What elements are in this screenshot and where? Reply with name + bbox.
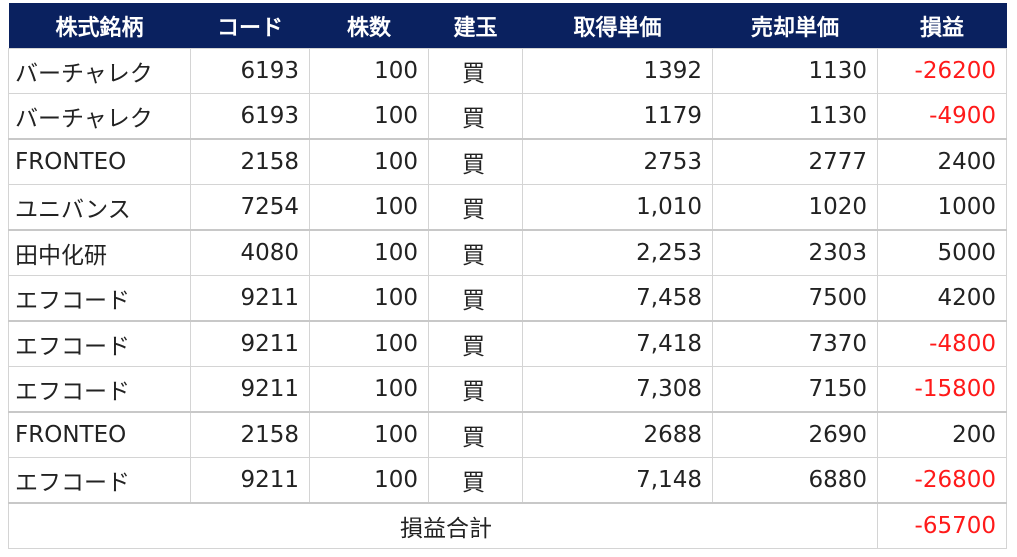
cell-shares: 100	[309, 184, 429, 231]
cell-buy-price: 7,148	[522, 457, 713, 504]
header-profit-loss: 損益	[877, 3, 1007, 49]
cell-code: 6193	[190, 48, 310, 94]
cell-position: 買	[428, 457, 523, 504]
cell-shares: 100	[309, 138, 429, 185]
cell-sell-price: 2690	[712, 411, 878, 458]
cell-sell-price: 7150	[712, 366, 878, 413]
cell-shares: 100	[309, 48, 429, 94]
cell-stock-name: ユニバンス	[8, 184, 191, 231]
cell-buy-price: 7,458	[522, 275, 713, 322]
header-row: 株式銘柄 コード 株数 建玉 取得単価 売却単価 損益	[8, 3, 1007, 49]
cell-stock-name: FRONTEO	[8, 138, 191, 185]
cell-stock-name: バーチャレク	[8, 93, 191, 140]
table-row: バーチャレク 6193 100 買 1392 1130 -26200	[8, 48, 1007, 94]
cell-stock-name: FRONTEO	[8, 411, 191, 458]
table-row: エフコード 9211 100 買 7,308 7150 -15800	[8, 366, 1007, 413]
header-code: コード	[190, 3, 310, 49]
table-row: ユニバンス 7254 100 買 1,010 1020 1000	[8, 184, 1007, 231]
cell-stock-name: エフコード	[8, 320, 191, 367]
cell-buy-price: 1392	[522, 48, 713, 94]
cell-buy-price: 2688	[522, 411, 713, 458]
cell-shares: 100	[309, 93, 429, 140]
cell-position: 買	[428, 48, 523, 94]
cell-shares: 100	[309, 366, 429, 413]
header-shares: 株数	[309, 3, 429, 49]
cell-code: 2158	[190, 411, 310, 458]
cell-buy-price: 7,418	[522, 320, 713, 367]
cell-stock-name: 田中化研	[8, 229, 191, 276]
cell-position: 買	[428, 184, 523, 231]
cell-code: 6193	[190, 93, 310, 140]
header-position: 建玉	[428, 3, 523, 49]
table-row: FRONTEO 2158 100 買 2688 2690 200	[8, 411, 1007, 458]
table-row: バーチャレク 6193 100 買 1179 1130 -4900	[8, 93, 1007, 140]
cell-position: 買	[428, 320, 523, 367]
cell-code: 7254	[190, 184, 310, 231]
table-row: 田中化研 4080 100 買 2,253 2303 5000	[8, 229, 1007, 276]
table-row: エフコード 9211 100 買 7,418 7370 -4800	[8, 320, 1007, 367]
cell-profit-loss: 1000	[877, 184, 1007, 231]
cell-sell-price: 2303	[712, 229, 878, 276]
cell-sell-price: 1130	[712, 48, 878, 94]
cell-profit-loss: -15800	[877, 366, 1007, 413]
cell-position: 買	[428, 138, 523, 185]
cell-position: 買	[428, 411, 523, 458]
total-label: 損益合計	[8, 502, 878, 549]
cell-buy-price: 1179	[522, 93, 713, 140]
cell-buy-price: 2753	[522, 138, 713, 185]
cell-shares: 100	[309, 275, 429, 322]
cell-sell-price: 7500	[712, 275, 878, 322]
cell-position: 買	[428, 93, 523, 140]
cell-shares: 100	[309, 411, 429, 458]
cell-profit-loss: 200	[877, 411, 1007, 458]
cell-profit-loss: 5000	[877, 229, 1007, 276]
total-row: 損益合計 -65700	[8, 502, 1007, 549]
cell-position: 買	[428, 275, 523, 322]
cell-stock-name: エフコード	[8, 457, 191, 504]
cell-profit-loss: -26200	[877, 48, 1007, 94]
cell-buy-price: 2,253	[522, 229, 713, 276]
cell-shares: 100	[309, 320, 429, 367]
trade-table: 株式銘柄 コード 株数 建玉 取得単価 売却単価 損益 バーチャレク 6193 100 買 1392…	[8, 3, 1007, 549]
cell-stock-name: バーチャレク	[8, 48, 191, 94]
cell-profit-loss: 4200	[877, 275, 1007, 322]
cell-stock-name: エフコード	[8, 275, 191, 322]
cell-sell-price: 1130	[712, 93, 878, 140]
header-buy-price: 取得単価	[522, 3, 713, 49]
cell-code: 9211	[190, 366, 310, 413]
cell-buy-price: 1,010	[522, 184, 713, 231]
cell-shares: 100	[309, 229, 429, 276]
cell-stock-name: エフコード	[8, 366, 191, 413]
table-row: エフコード 9211 100 買 7,458 7500 4200	[8, 275, 1007, 322]
header-sell-price: 売却単価	[712, 3, 878, 49]
cell-code: 2158	[190, 138, 310, 185]
cell-shares: 100	[309, 457, 429, 504]
cell-position: 買	[428, 366, 523, 413]
cell-sell-price: 1020	[712, 184, 878, 231]
cell-sell-price: 7370	[712, 320, 878, 367]
cell-buy-price: 7,308	[522, 366, 713, 413]
table-row: FRONTEO 2158 100 買 2753 2777 2400	[8, 138, 1007, 185]
cell-code: 9211	[190, 457, 310, 504]
cell-profit-loss: -4900	[877, 93, 1007, 140]
cell-code: 9211	[190, 275, 310, 322]
cell-sell-price: 6880	[712, 457, 878, 504]
cell-sell-price: 2777	[712, 138, 878, 185]
cell-position: 買	[428, 229, 523, 276]
cell-profit-loss: -4800	[877, 320, 1007, 367]
cell-profit-loss: -26800	[877, 457, 1007, 504]
total-value: -65700	[877, 502, 1007, 549]
cell-code: 9211	[190, 320, 310, 367]
cell-profit-loss: 2400	[877, 138, 1007, 185]
table-row: エフコード 9211 100 買 7,148 6880 -26800	[8, 457, 1007, 504]
header-stock-name: 株式銘柄	[8, 3, 191, 49]
cell-code: 4080	[190, 229, 310, 276]
